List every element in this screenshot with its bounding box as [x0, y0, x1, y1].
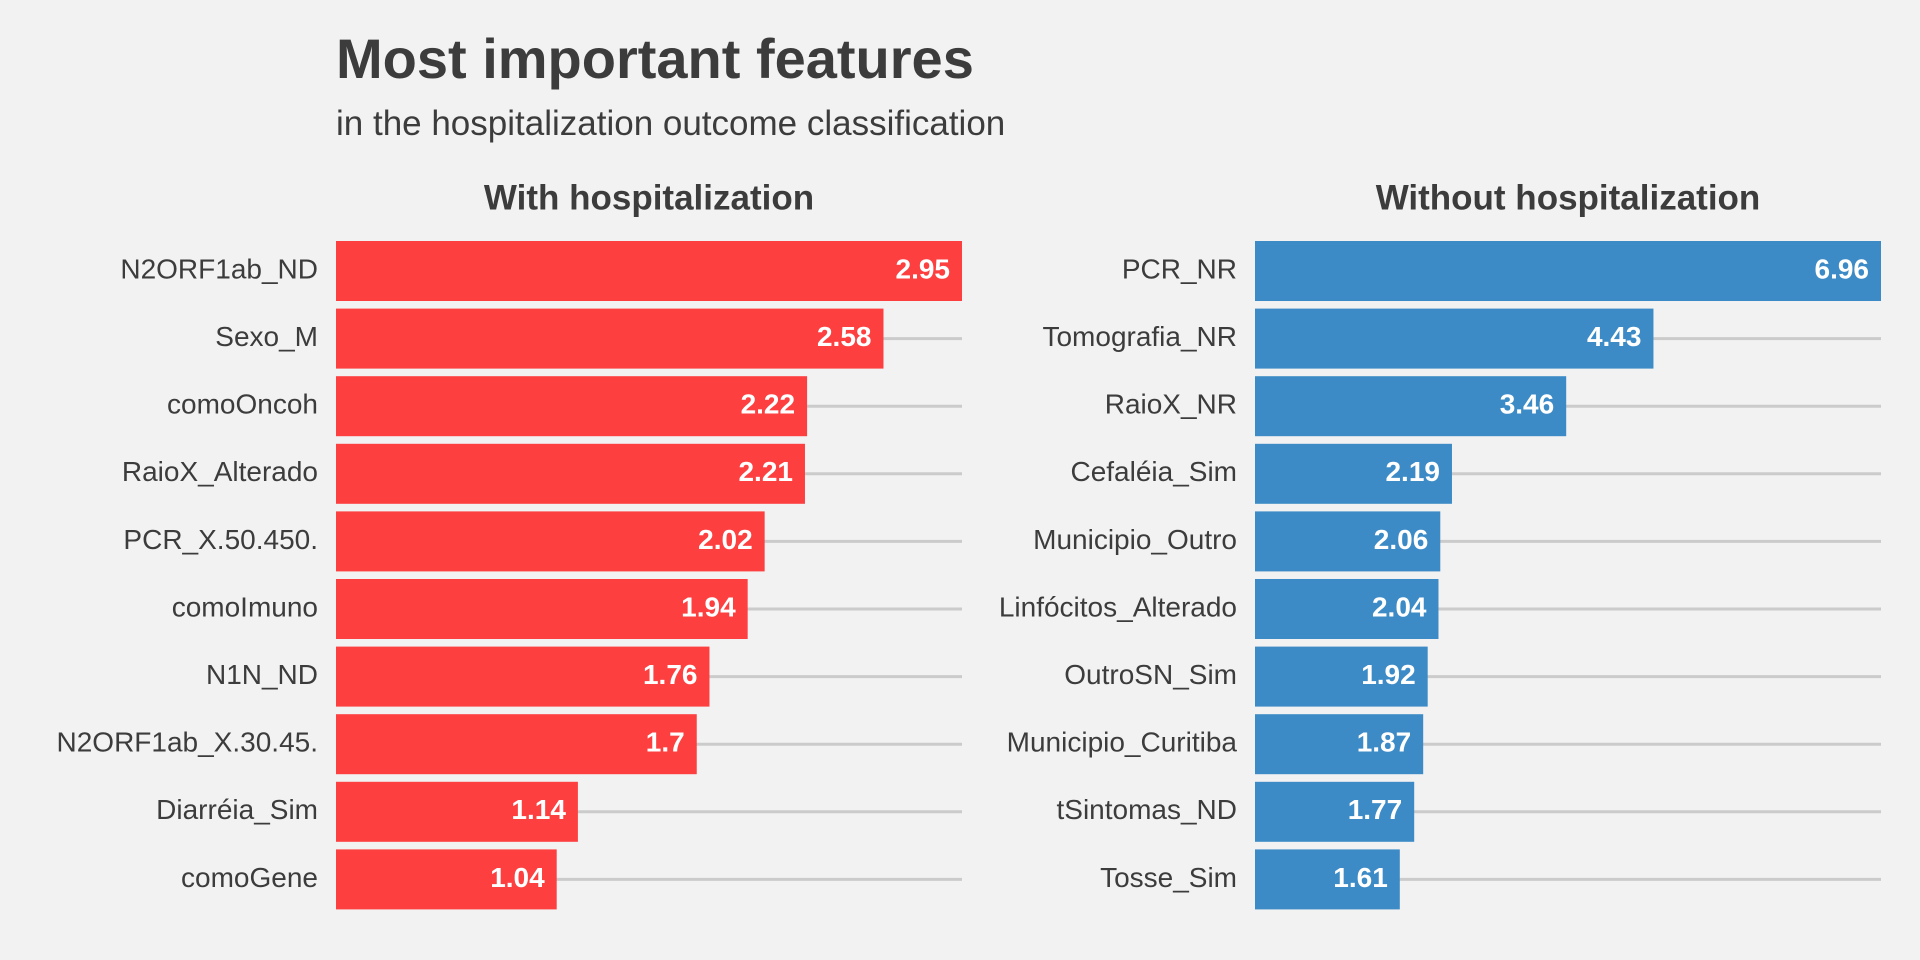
category-label: Diarréia_Sim: [156, 794, 318, 825]
category-label: N2ORF1ab_ND: [120, 253, 318, 284]
value-label: 6.96: [1815, 253, 1870, 284]
category-label: Municipio_Curitiba: [1007, 727, 1238, 758]
bar: [1255, 849, 1400, 910]
bar: [336, 308, 884, 369]
value-label: 1.87: [1357, 727, 1412, 758]
value-label: 2.04: [1372, 591, 1427, 622]
category-label: comoOncoh: [167, 389, 318, 420]
category-label: RaioX_NR: [1105, 389, 1237, 420]
category-label: Sexo_M: [215, 321, 318, 352]
chart-title: Most important features: [336, 27, 974, 90]
bar: [1255, 241, 1881, 301]
value-label: 3.46: [1500, 389, 1555, 420]
category-label: OutroSN_Sim: [1064, 659, 1237, 690]
panel-1: With hospitalization N2ORF1ab_ND 2.95 Sexo_…: [57, 178, 962, 910]
value-label: 1.14: [511, 794, 566, 825]
category-label: RaioX_Alterado: [122, 456, 318, 487]
bar: [1255, 714, 1424, 775]
bar: [1255, 646, 1428, 707]
bar: [336, 376, 808, 437]
panel-2: Without hospitalization PCR_NR 6.96 Tomogra…: [999, 178, 1881, 910]
bar: [336, 646, 710, 707]
value-label: 2.95: [896, 253, 951, 284]
category-label: comoGene: [181, 862, 318, 893]
category-label: N2ORF1ab_X.30.45.: [57, 727, 319, 758]
bar: [1255, 308, 1654, 369]
value-label: 2.58: [817, 321, 872, 352]
bar: [1255, 579, 1439, 639]
category-label: comoImuno: [172, 591, 318, 622]
bar: [1255, 443, 1452, 504]
category-label: tSintomas_ND: [1056, 794, 1237, 825]
value-label: 1.76: [643, 659, 698, 690]
value-label: 1.61: [1333, 862, 1388, 893]
value-label: 2.19: [1385, 456, 1440, 487]
panel-title: With hospitalization: [484, 178, 814, 217]
value-label: 4.43: [1587, 321, 1642, 352]
value-label: 1.92: [1361, 659, 1416, 690]
category-label: Linfócitos_Alterado: [999, 591, 1237, 622]
value-label: 1.94: [681, 591, 736, 622]
bar: [336, 579, 748, 639]
category-label: N1N_ND: [206, 659, 318, 690]
bar: [1255, 781, 1415, 842]
bar: [336, 714, 697, 775]
value-label: 2.06: [1374, 524, 1429, 555]
bar: [1255, 376, 1567, 437]
category-label: Tomografia_NR: [1042, 321, 1237, 352]
chart-subtitle: in the hospitalization outcome classific…: [336, 104, 1006, 143]
category-label: PCR_X.50.450.: [123, 524, 318, 555]
value-label: 1.04: [490, 862, 545, 893]
category-label: Municipio_Outro: [1033, 524, 1237, 555]
category-label: PCR_NR: [1122, 253, 1237, 284]
value-label: 2.02: [698, 524, 753, 555]
category-label: Cefaléia_Sim: [1070, 456, 1237, 487]
bar: [1255, 511, 1441, 572]
value-label: 1.77: [1348, 794, 1403, 825]
bar: [336, 241, 962, 301]
bar: [336, 781, 578, 842]
bar: [336, 443, 805, 504]
value-label: 2.22: [741, 389, 796, 420]
panel-title: Without hospitalization: [1376, 178, 1761, 217]
category-label: Tosse_Sim: [1100, 862, 1237, 893]
value-label: 1.7: [646, 727, 685, 758]
bar: [336, 511, 765, 572]
value-label: 2.21: [738, 456, 793, 487]
bar: [336, 849, 557, 910]
